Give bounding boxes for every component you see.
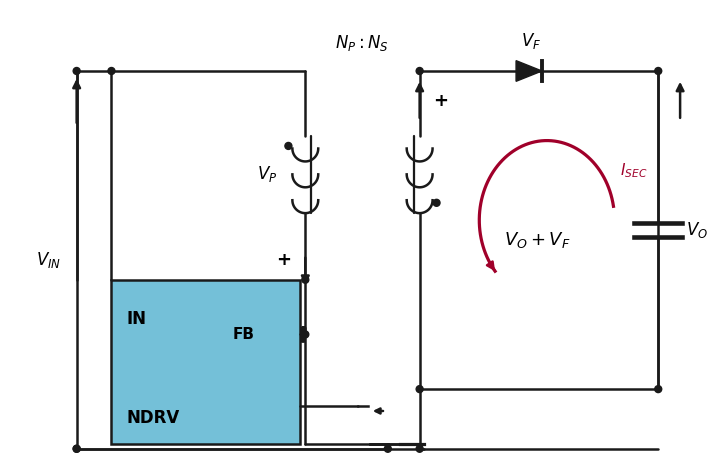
Circle shape	[302, 276, 309, 283]
Text: $V_O$: $V_O$	[686, 220, 708, 240]
Text: +: +	[276, 251, 291, 269]
Circle shape	[433, 199, 440, 206]
Polygon shape	[516, 60, 542, 81]
Circle shape	[416, 386, 423, 393]
Text: IN: IN	[127, 309, 147, 327]
Circle shape	[655, 386, 661, 393]
Circle shape	[73, 68, 80, 74]
Circle shape	[73, 445, 80, 452]
Text: $V_{IN}$: $V_{IN}$	[36, 250, 61, 270]
Circle shape	[416, 445, 423, 452]
Circle shape	[73, 445, 80, 452]
FancyBboxPatch shape	[112, 280, 300, 444]
Circle shape	[285, 142, 292, 149]
Text: $V_P$: $V_P$	[257, 164, 277, 184]
Text: $V_O + V_F$: $V_O + V_F$	[503, 230, 571, 250]
Text: +: +	[433, 92, 448, 110]
Circle shape	[655, 68, 661, 74]
Circle shape	[385, 445, 391, 452]
Text: $V_F$: $V_F$	[521, 31, 541, 51]
Text: NDRV: NDRV	[127, 409, 179, 427]
Circle shape	[416, 68, 423, 74]
Text: FB: FB	[232, 327, 255, 342]
Text: $I_{SEC}$: $I_{SEC}$	[621, 161, 648, 180]
Circle shape	[302, 331, 309, 338]
Circle shape	[108, 68, 115, 74]
Text: $N_P : N_S$: $N_P : N_S$	[335, 33, 389, 53]
